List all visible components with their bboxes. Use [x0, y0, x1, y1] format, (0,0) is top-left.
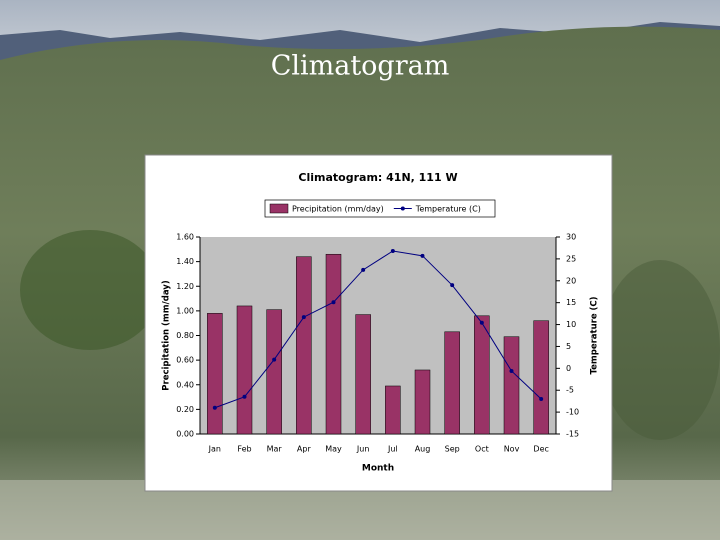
- x-tick-label: Mar: [267, 445, 283, 454]
- y-tick-label: 0.40: [176, 380, 194, 389]
- y-tick-label: 0.80: [176, 331, 194, 340]
- x-tick-label: Dec: [533, 445, 548, 454]
- bar: [385, 385, 401, 435]
- y2-tick-label: 20: [566, 276, 576, 285]
- y-tick-label: 0.00: [176, 430, 194, 439]
- bar: [414, 369, 431, 435]
- x-tick-label: Feb: [237, 445, 251, 454]
- point: [361, 267, 366, 272]
- x-axis-label: Month: [362, 464, 394, 474]
- y2-tick-label: -15: [566, 430, 579, 439]
- point: [450, 283, 455, 288]
- y2-tick-label: 15: [566, 298, 576, 307]
- x-tick-label: Oct: [475, 445, 489, 454]
- y-tick-label: 1.40: [176, 257, 194, 266]
- bar: [444, 331, 460, 435]
- point: [509, 368, 514, 373]
- bar: [296, 256, 312, 435]
- point: [331, 300, 336, 305]
- bar: [533, 320, 549, 435]
- bar: [325, 253, 342, 435]
- point: [272, 357, 277, 362]
- x-tick-label: Sep: [445, 445, 460, 454]
- x-tick-label: Jul: [387, 445, 398, 454]
- point: [390, 249, 395, 254]
- legend: Precipitation (mm/day) Temperature (C): [264, 199, 496, 218]
- y2-axis-label: Temperature (C): [590, 296, 600, 374]
- y-tick-label: 1.20: [176, 282, 194, 291]
- y2-tick-label: -5: [566, 386, 574, 395]
- temperature-line: [214, 250, 542, 409]
- legend-label: Temperature (C): [415, 205, 481, 214]
- point: [479, 320, 484, 325]
- point: [212, 405, 217, 410]
- point: [539, 396, 544, 401]
- bar: [236, 305, 253, 435]
- y-tick-label: 1.00: [176, 306, 194, 315]
- legend-label: Precipitation (mm/day): [292, 205, 384, 214]
- bar: [207, 313, 223, 435]
- slide-title: Climatogram: [271, 51, 450, 82]
- y2-tick-label: 10: [566, 320, 576, 329]
- y-axis-label: Precipitation (mm/day): [162, 280, 172, 391]
- y2-tick-label: 30: [566, 233, 576, 242]
- point: [301, 315, 306, 320]
- y2-tick-label: 5: [566, 342, 571, 351]
- bar: [266, 309, 282, 435]
- legend-box: [264, 199, 496, 218]
- x-tick-label: May: [325, 445, 342, 454]
- x-tick-label: Nov: [504, 445, 520, 454]
- chart-title: Climatogram: 41N, 111 W: [298, 171, 457, 184]
- legend-marker: [400, 206, 405, 211]
- bar: [474, 315, 490, 435]
- y2-tick-label: 25: [566, 254, 576, 263]
- point: [420, 253, 425, 258]
- y-tick-label: 0.60: [176, 356, 194, 365]
- point: [242, 394, 247, 399]
- x-tick-label: Jan: [208, 445, 221, 454]
- chart: Climatogram: 41N, 111 W 0.00 0.20 0.40 0.60 0…: [162, 171, 600, 474]
- bar: [503, 336, 520, 435]
- y2-tick-label: 0: [566, 364, 571, 373]
- plot-area: [200, 237, 556, 434]
- x-tick-label: Jun: [356, 445, 370, 454]
- legend-swatch: [269, 203, 289, 214]
- bar: [355, 314, 371, 435]
- y-tick-label: 0.20: [176, 405, 194, 414]
- shrub: [20, 230, 160, 350]
- shrub: [600, 260, 720, 440]
- y2-tick-label: -10: [566, 408, 579, 417]
- x-tick-label: Apr: [297, 445, 312, 454]
- x-tick-label: Aug: [415, 445, 431, 454]
- y-tick-label: 1.60: [176, 233, 194, 242]
